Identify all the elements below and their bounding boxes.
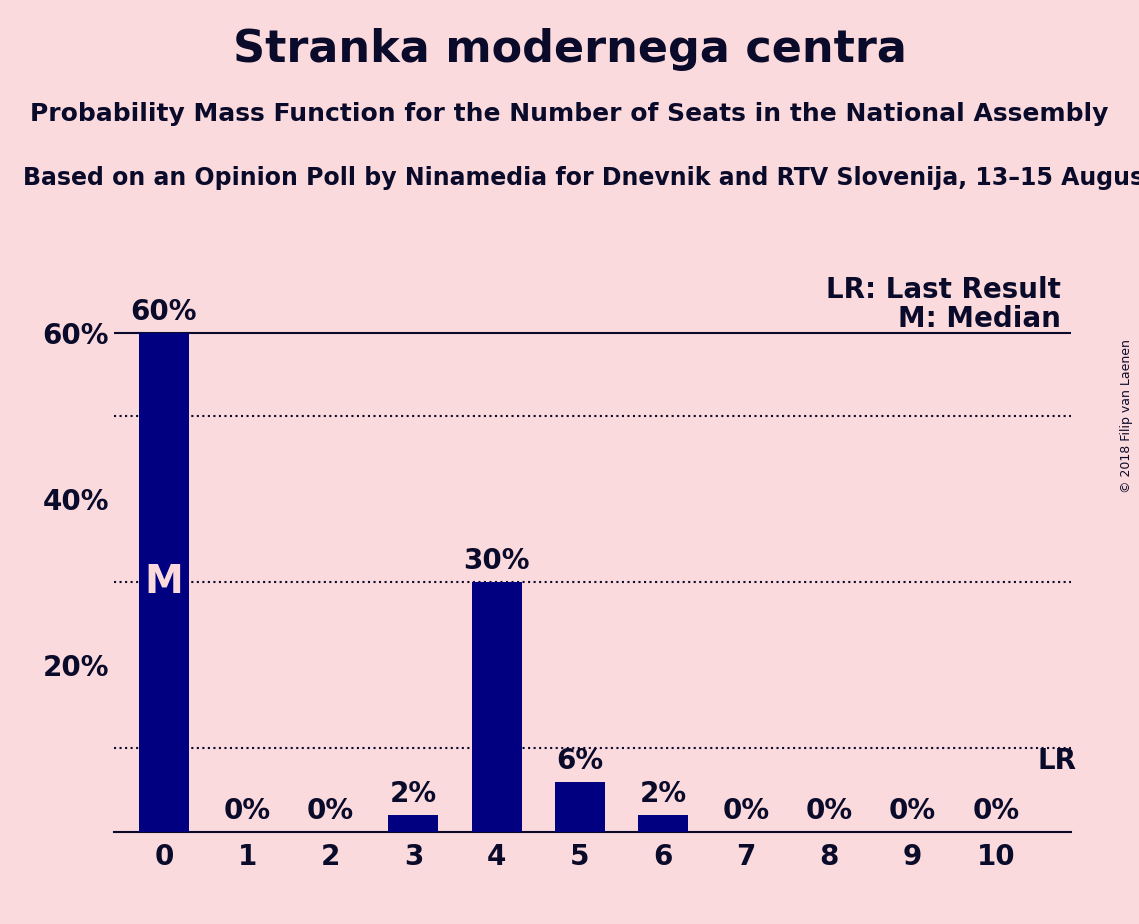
Bar bbox=[388, 815, 439, 832]
Bar bbox=[472, 582, 522, 832]
Text: 0%: 0% bbox=[306, 796, 354, 825]
Text: Probability Mass Function for the Number of Seats in the National Assembly: Probability Mass Function for the Number… bbox=[31, 102, 1108, 126]
Text: 30%: 30% bbox=[464, 547, 530, 576]
Text: 6%: 6% bbox=[556, 747, 604, 775]
Text: 0%: 0% bbox=[973, 796, 1019, 825]
Text: Stranka modernega centra: Stranka modernega centra bbox=[232, 28, 907, 71]
Text: © 2018 Filip van Laenen: © 2018 Filip van Laenen bbox=[1121, 339, 1133, 492]
Text: M: Median: M: Median bbox=[899, 305, 1062, 333]
Text: 0%: 0% bbox=[890, 796, 936, 825]
Text: LR: Last Result: LR: Last Result bbox=[826, 275, 1062, 304]
Text: 0%: 0% bbox=[805, 796, 853, 825]
Text: 0%: 0% bbox=[223, 796, 271, 825]
Bar bbox=[139, 333, 189, 832]
Text: Based on an Opinion Poll by Ninamedia for Dnevnik and RTV Slovenija, 13–15 Augus: Based on an Opinion Poll by Ninamedia fo… bbox=[23, 166, 1139, 190]
Text: LR: LR bbox=[1038, 747, 1076, 775]
Text: 0%: 0% bbox=[722, 796, 770, 825]
Text: 2%: 2% bbox=[639, 780, 687, 808]
Bar bbox=[638, 815, 688, 832]
Text: M: M bbox=[145, 563, 183, 602]
Text: 60%: 60% bbox=[131, 298, 197, 326]
Bar bbox=[555, 782, 605, 832]
Text: 2%: 2% bbox=[390, 780, 437, 808]
